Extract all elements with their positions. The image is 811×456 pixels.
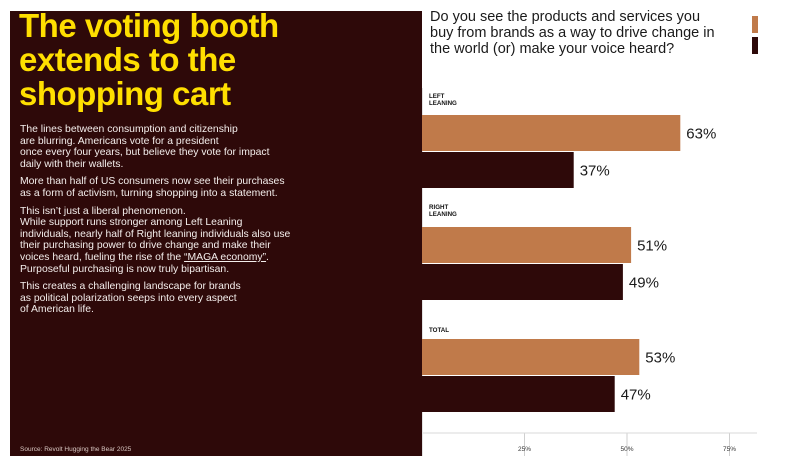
- paragraph-4: This creates a challenging landscape for…: [20, 281, 310, 316]
- category-label: LEANING: [429, 211, 457, 218]
- legend-swatch-yes: [752, 16, 758, 33]
- maga-economy-link[interactable]: “MAGA economy”: [184, 251, 267, 263]
- data-label: 37%: [580, 163, 610, 180]
- bar-no: [422, 264, 623, 300]
- bar-yes: [422, 339, 640, 375]
- text-line: More than half of US consumers now see t…: [20, 176, 285, 188]
- legend-swatch-no: [752, 37, 758, 54]
- bar-yes: [422, 115, 681, 151]
- category-label: RIGHT: [429, 204, 448, 211]
- text-line: While support runs stronger among Left L…: [20, 217, 243, 229]
- data-label: 49%: [629, 275, 659, 292]
- text-line: of American life.: [20, 304, 94, 316]
- text-line: Purposeful purchasing is now truly bipar…: [20, 263, 230, 275]
- chart-title-line: buy from brands as a way to drive change…: [430, 25, 715, 41]
- maga-prefix: voices heard, fueling the rise of the: [20, 251, 185, 263]
- paragraph-2: More than half of US consumers now see t…: [20, 176, 310, 199]
- data-label: 51%: [637, 238, 667, 255]
- x-tick-label: 75%: [723, 446, 736, 453]
- body-text: The lines between consumption and citize…: [20, 124, 310, 322]
- headline: The voting booth extends to the shopping…: [19, 9, 319, 111]
- text-line: as political polarization seeps into eve…: [20, 292, 237, 304]
- chart-title-line: the world (or) make your voice heard?: [430, 41, 675, 57]
- data-label: 53%: [645, 350, 675, 367]
- headline-line: shopping cart: [19, 75, 231, 112]
- text-line: as a form of activism, turning shopping …: [20, 187, 278, 199]
- bar-yes: [422, 227, 632, 263]
- paragraph-3: This isn’t just a liberal phenomenon. Wh…: [20, 206, 310, 276]
- category-label: LEFT: [429, 93, 445, 100]
- paragraph-1: The lines between consumption and citize…: [20, 124, 310, 170]
- text-line: This isn’t just a liberal phenomenon.: [20, 205, 186, 217]
- headline-line: The voting booth: [19, 7, 279, 44]
- category-label: LEANING: [429, 100, 457, 107]
- text-line: daily with their wallets.: [20, 158, 124, 170]
- source-note: Source: Revolt Hugging the Bear 2025: [20, 446, 132, 453]
- text-line: their purchasing power to drive change a…: [20, 240, 271, 252]
- headline-line: extends to the: [19, 41, 236, 78]
- text-line: The lines between consumption and citize…: [20, 124, 238, 135]
- text-line: are blurring. Americans vote for a presi…: [20, 135, 219, 147]
- bar-no: [422, 376, 615, 412]
- data-label: 63%: [686, 126, 716, 143]
- x-tick-label: 50%: [620, 446, 633, 453]
- data-label: 47%: [621, 387, 651, 404]
- left-panel: The voting booth extends to the shopping…: [10, 9, 422, 456]
- text-line: individuals, nearly half of Right leanin…: [20, 228, 291, 240]
- chart-title: Do you see the products and services you…: [430, 9, 740, 57]
- bar-no: [422, 152, 574, 188]
- x-tick-label: 25%: [518, 446, 531, 453]
- chart-title-line: Do you see the products and services you: [430, 9, 701, 25]
- text-line: once every four years, but believe they …: [20, 147, 270, 159]
- text-line: voices heard, fueling the rise of the “M…: [20, 252, 310, 264]
- maga-suffix: .: [266, 251, 269, 263]
- category-label: TOTAL: [429, 327, 449, 334]
- text-line: This creates a challenging landscape for…: [20, 281, 241, 293]
